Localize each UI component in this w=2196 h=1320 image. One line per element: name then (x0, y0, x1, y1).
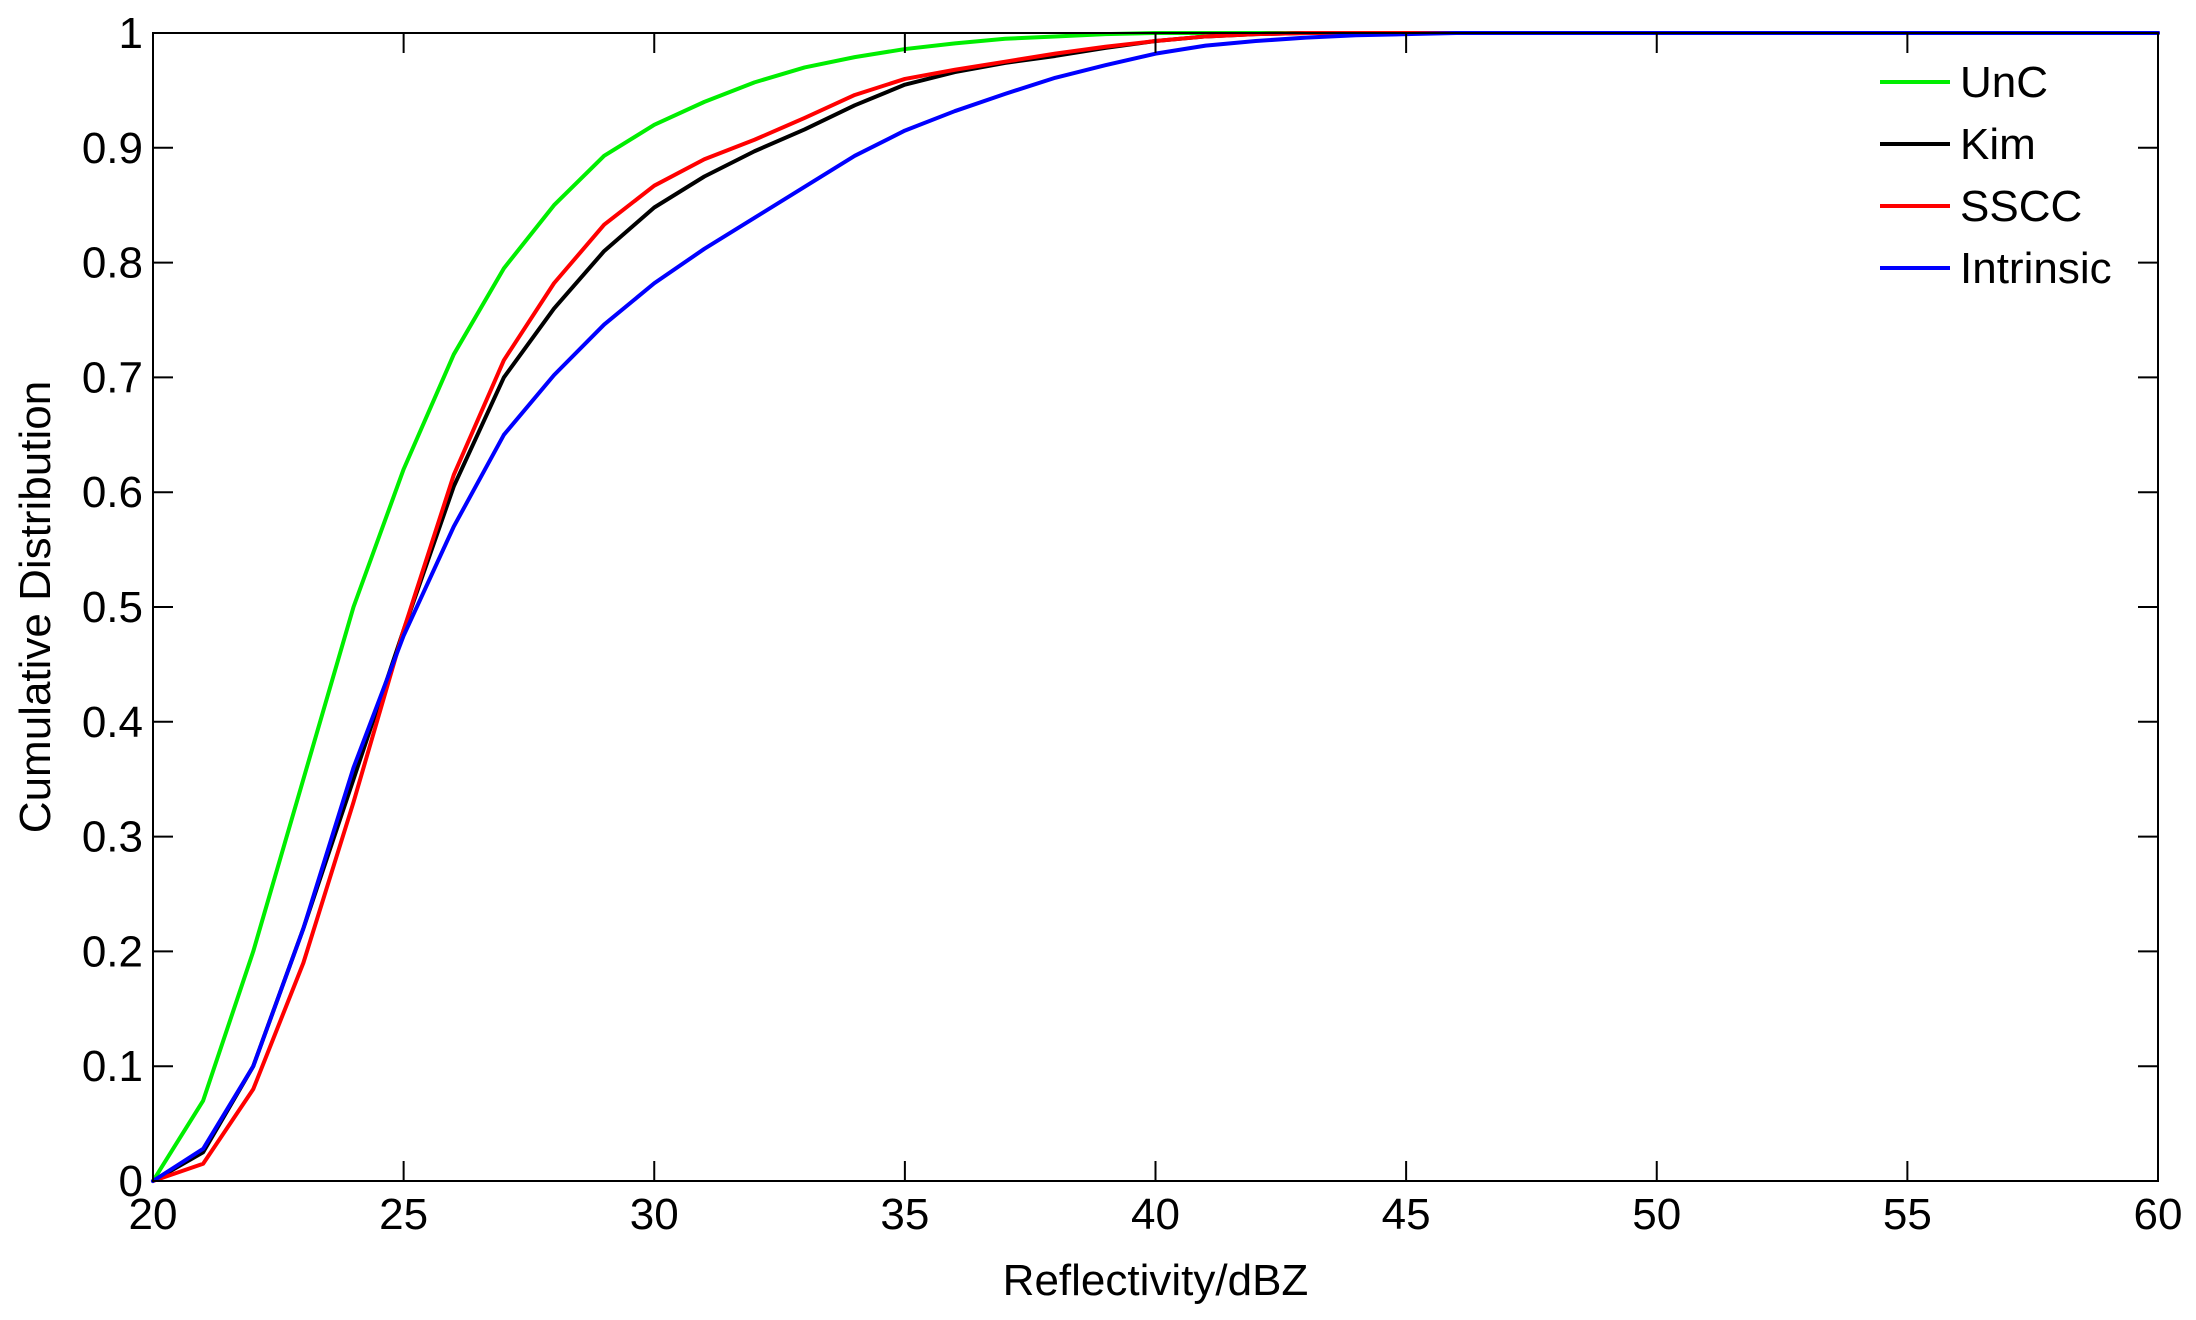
x-axis-label: Reflectivity/dBZ (1003, 1256, 1309, 1305)
y-tick-label: 0 (119, 1157, 143, 1206)
x-tick-label: 45 (1382, 1190, 1431, 1239)
legend-label-intrinsic: Intrinsic (1960, 244, 2112, 293)
y-tick-label: 0.4 (82, 698, 143, 747)
x-tick-label: 30 (630, 1190, 679, 1239)
plot-area-frame (152, 32, 2159, 1182)
y-tick-label: 0.9 (82, 124, 143, 173)
legend: UnC Kim SSCC Intrinsic (1880, 58, 2112, 293)
y-tick-label: 0.2 (82, 927, 143, 976)
tick-labels-layer: 20 25 30 35 40 45 50 55 60 0 0.1 0.2 0.3 0.4 0.5 0.6 0.7… (82, 9, 2183, 1239)
y-tick-label: 0.1 (82, 1042, 143, 1091)
x-tick-label: 20 (129, 1190, 178, 1239)
y-tick-label: 0.7 (82, 353, 143, 402)
x-tick-label: 35 (880, 1190, 929, 1239)
legend-label-unc: UnC (1960, 58, 2048, 107)
y-tick-label: 1 (119, 9, 143, 58)
x-tick-label: 60 (2134, 1190, 2183, 1239)
x-tick-label: 55 (1883, 1190, 1932, 1239)
x-tick-label: 40 (1131, 1190, 1180, 1239)
x-tick-label: 50 (1632, 1190, 1681, 1239)
y-tick-label: 0.6 (82, 468, 143, 517)
legend-label-kim: Kim (1960, 120, 2036, 169)
y-tick-label: 0.3 (82, 813, 143, 862)
legend-label-sscc: SSCC (1960, 182, 2082, 231)
x-tick-label: 25 (379, 1190, 428, 1239)
y-tick-label: 0.8 (82, 239, 143, 288)
y-axis-label: Cumulative Distribution (11, 381, 60, 833)
y-tick-label: 0.5 (82, 583, 143, 632)
